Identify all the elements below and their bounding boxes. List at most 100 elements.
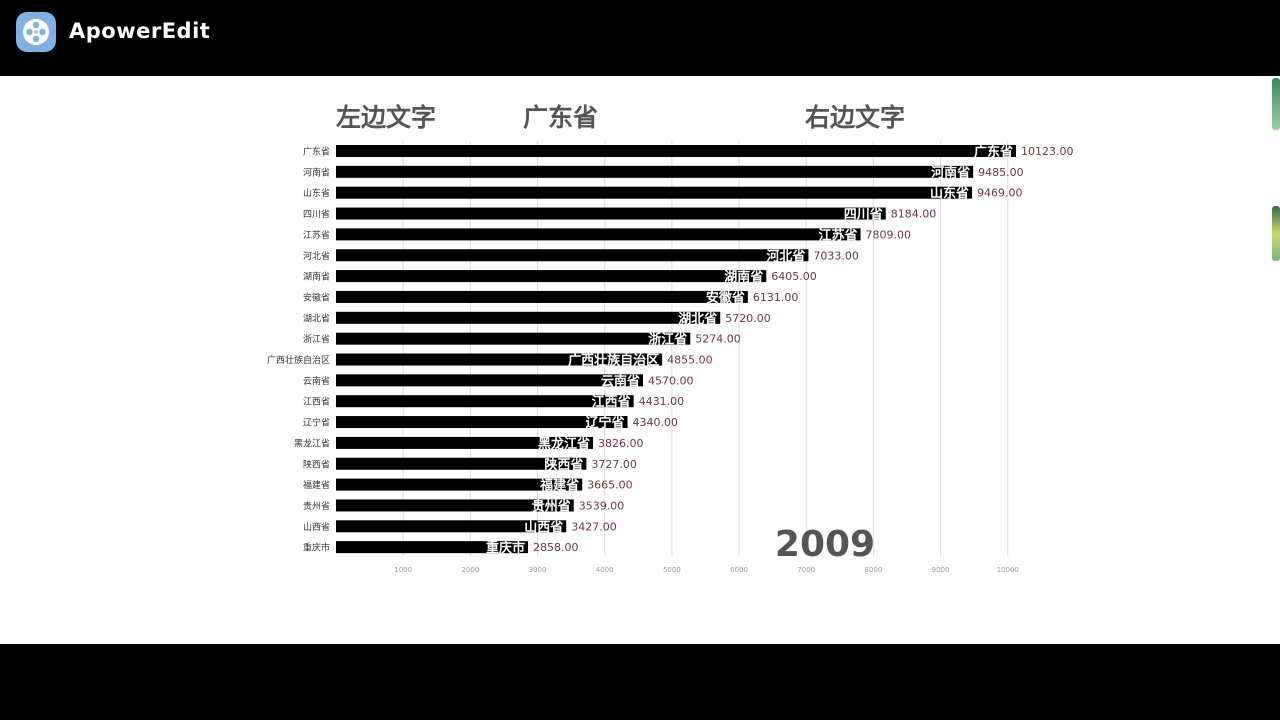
category-label: 湖南省 [303,271,330,283]
scroll-handle-upper[interactable] [1272,78,1280,130]
bar [336,311,721,324]
bar-inner-label: 福建省 [539,478,579,494]
bar-value-label: 7033.00 [813,249,859,262]
bar-value-label: 10123.00 [1021,145,1074,158]
bar-value-label: 3427.00 [571,520,617,533]
bar [336,541,528,554]
category-label: 浙江省 [303,333,330,345]
category-label: 江苏省 [303,229,330,241]
x-tick-label: 3000 [529,566,547,574]
bar [336,436,594,449]
bar [336,145,1016,157]
bar-inner-label: 浙江省 [648,332,687,348]
bar-chart: 广东省 广东省 10123.00 河南省 河南省 9485.00 山东省 山东省 9469.00… [267,141,1074,574]
bar-inner-label: 安徽省 [706,290,745,306]
bar-inner-label: 河南省 [931,165,970,181]
x-tick-label: 10000 [997,566,1019,574]
bar-value-label: 4431.00 [639,395,685,408]
bar [336,395,634,408]
bar-value-label: 6405.00 [771,270,817,283]
bar-value-label: 9469.00 [977,187,1023,200]
header-center-text: 广东省 [523,103,599,132]
x-tick-label: 9000 [932,566,950,574]
bar-value-label: 5274.00 [695,333,741,346]
x-tick-label: 1000 [394,566,412,574]
bar-value-label: 3826.00 [598,437,644,450]
bar-value-label: 8184.00 [891,208,937,221]
bar-value-label: 4570.00 [648,374,694,387]
category-label: 安徽省 [303,291,330,303]
scroll-handle-lower[interactable] [1272,206,1280,261]
category-label: 江西省 [303,396,330,408]
category-label: 广西壮族自治区 [267,354,330,366]
bar-inner-label: 江西省 [592,394,631,410]
header-right-text: 右边文字 [805,103,906,132]
category-label: 重庆市 [303,542,330,554]
category-label: 辽宁省 [303,417,330,429]
bar-inner-label: 湖北省 [678,311,717,327]
category-label: 福建省 [303,479,330,491]
bar-value-label: 3727.00 [591,458,637,471]
bar [336,478,583,491]
category-label: 陕西省 [303,458,330,470]
bar [336,249,809,262]
x-tick-label: 2000 [461,566,479,574]
category-label: 河北省 [303,250,330,262]
bar [336,228,861,241]
bar-value-label: 4855.00 [667,354,713,367]
bar [336,457,587,470]
bar [336,332,691,345]
bar-inner-label: 山西省 [524,519,563,535]
x-tick-label: 7000 [797,566,815,574]
x-tick-label: 8000 [864,566,882,574]
x-tick-label: 6000 [730,566,748,574]
bar-inner-label: 广西壮族自治区 [568,353,659,369]
bar-inner-label: 陕西省 [544,457,583,473]
film-reel-icon [16,12,56,52]
bar-inner-label: 四川省 [844,207,883,223]
bar-value-label: 9485.00 [978,166,1024,179]
category-label: 广东省 [303,146,330,158]
bar [336,353,663,366]
x-tick-label: 4000 [596,566,614,574]
app-title: ApowerEdit [69,19,211,43]
bar-inner-label: 云南省 [601,373,640,389]
bar [336,186,973,199]
bar-inner-label: 广东省 [974,144,1013,160]
category-label: 黑龙江省 [294,437,330,449]
bottom-bar [0,644,1280,720]
bar-inner-label: 贵州省 [532,498,571,514]
category-label: 山东省 [303,187,330,199]
bar-value-label: 3539.00 [579,499,625,512]
bar [336,374,643,387]
category-label: 湖北省 [303,312,330,324]
bar-inner-label: 重庆市 [486,540,525,556]
bar-value-label: 4340.00 [633,416,679,429]
bar-value-label: 3665.00 [587,479,633,492]
bar [336,207,886,220]
bar-inner-label: 辽宁省 [586,415,625,431]
bar [336,290,748,303]
bar [336,520,567,533]
bar-inner-label: 湖南省 [724,269,763,285]
bar-inner-label: 山东省 [930,186,969,202]
bar-value-label: 5720.00 [725,312,771,325]
bar [336,416,628,429]
chart-stage: 左边文字 广东省 右边文字 广东省 广东省 10123.00 河南省 河南省 9485.0… [0,76,1280,644]
bar-inner-label: 江苏省 [819,227,858,243]
bar [336,270,767,283]
category-label: 贵州省 [303,500,330,512]
bar-inner-label: 河北省 [766,248,805,264]
x-tick-label: 5000 [663,566,681,574]
year-label: 2009 [775,524,875,565]
category-label: 山西省 [303,521,330,533]
category-label: 四川省 [303,208,330,220]
category-label: 河南省 [303,166,330,178]
bar-inner-label: 黑龙江省 [538,436,590,452]
bar-value-label: 7809.00 [866,228,912,241]
title-bar: ApowerEdit [0,0,1280,76]
category-label: 云南省 [303,375,330,387]
bar [336,499,574,512]
bar-value-label: 2858.00 [533,541,579,554]
bar [336,165,974,178]
